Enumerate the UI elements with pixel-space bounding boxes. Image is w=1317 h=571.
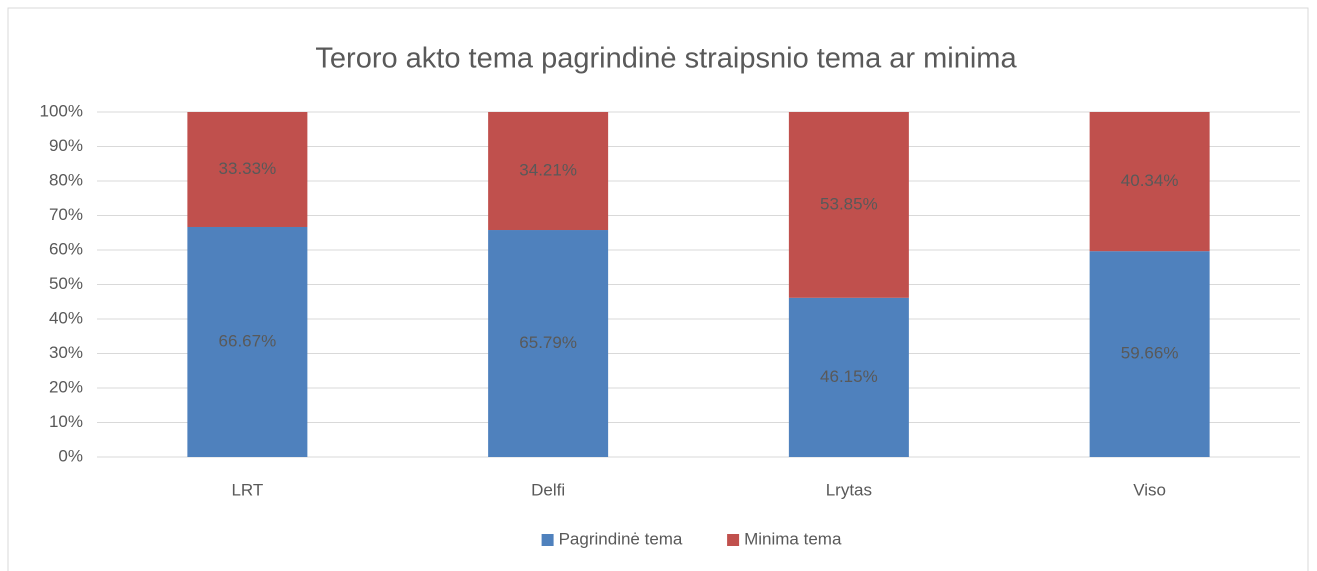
legend-swatch [727, 534, 740, 546]
y-tick-label: 100% [40, 101, 83, 120]
y-tick-label: 50% [49, 274, 83, 293]
bar-segment [187, 226, 308, 457]
y-tick-label: 0% [58, 446, 83, 465]
legend-label: Pagrindinė tema [559, 529, 683, 548]
y-tick-label: 70% [49, 205, 83, 224]
bar-segment [1089, 251, 1210, 457]
data-label: 53.85% [820, 194, 878, 213]
legend-label: Minima tema [744, 529, 842, 548]
data-label: 40.34% [1121, 171, 1179, 190]
bar-segment [1089, 112, 1210, 252]
bar-segment [187, 112, 308, 227]
legend-swatch [541, 534, 554, 546]
data-label: 33.33% [219, 159, 277, 178]
bar-segment [488, 230, 609, 457]
data-label: 66.67% [219, 331, 277, 350]
y-tick-label: 80% [49, 170, 83, 189]
data-label: 65.79% [519, 333, 577, 352]
data-label: 46.15% [820, 367, 878, 386]
y-tick-label: 60% [49, 239, 83, 258]
x-tick-label: Viso [1133, 480, 1166, 499]
x-tick-label: Lrytas [826, 480, 872, 499]
y-tick-label: 90% [49, 136, 83, 155]
x-tick-label: LRT [231, 480, 263, 499]
bar-segment [788, 297, 909, 457]
x-tick-label: Delfi [531, 480, 565, 499]
bar-segment [488, 112, 609, 231]
data-label: 34.21% [519, 160, 577, 179]
bar-segment [788, 112, 909, 298]
data-label: 59.66% [1121, 344, 1179, 363]
chart-title: Teroro akto tema pagrindinė straipsnio t… [315, 43, 1017, 75]
y-tick-label: 20% [49, 377, 83, 396]
y-tick-label: 10% [49, 412, 83, 431]
y-tick-label: 40% [49, 308, 83, 327]
y-tick-label: 30% [49, 343, 83, 362]
